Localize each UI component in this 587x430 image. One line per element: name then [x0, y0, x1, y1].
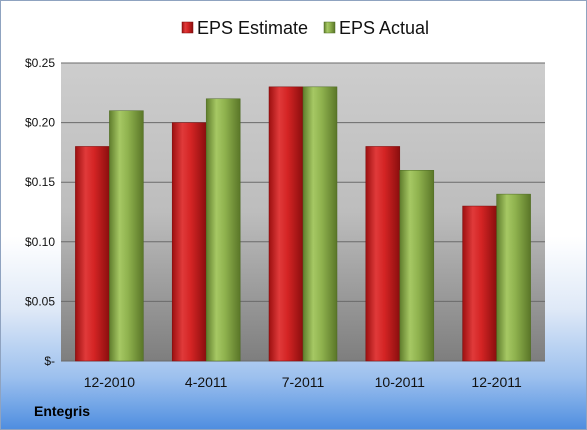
- legend-swatch-estimate: [181, 21, 194, 34]
- y-tick-label: $0.25: [25, 56, 55, 70]
- x-tick-label: 12-2011: [471, 374, 522, 390]
- y-tick-label: $0.05: [25, 294, 55, 308]
- legend: EPS Estimate EPS Actual: [181, 18, 429, 38]
- bar-estimate-7-2011: [268, 86, 304, 362]
- legend-swatch-actual: [323, 21, 336, 34]
- bar-estimate-12-2011: [462, 205, 497, 362]
- legend-label: EPS Actual: [339, 18, 429, 38]
- y-tick-label: $0.10: [25, 235, 55, 249]
- bar-estimate-12-2010: [75, 146, 110, 362]
- bar-estimate-10-2011: [365, 146, 401, 362]
- bar-actual-12-2011: [496, 193, 531, 362]
- y-axis-ticks: $- $0.05 $0.10 $0.15 $0.20 $0.25: [25, 56, 55, 368]
- legend-label: EPS Estimate: [197, 18, 308, 38]
- x-tick-label: 12-2010: [84, 374, 136, 390]
- y-tick-label: $-: [44, 354, 55, 368]
- bar-estimate-4-2011: [171, 122, 207, 362]
- y-tick-label: $0.20: [25, 116, 55, 130]
- bar-actual-7-2011: [302, 86, 338, 362]
- bars: [75, 86, 531, 362]
- x-tick-label: 7-2011: [282, 374, 325, 390]
- x-tick-label: 10-2011: [375, 374, 426, 390]
- company-name: Entegris: [34, 403, 91, 419]
- x-tick-label: 4-2011: [185, 374, 228, 390]
- x-axis-ticks: 12-2010 4-2011 7-2011 10-2011 12-2011: [84, 374, 522, 390]
- bar-actual-4-2011: [205, 98, 241, 362]
- bar-actual-10-2011: [399, 170, 435, 362]
- bar-actual-12-2010: [109, 110, 144, 362]
- y-tick-label: $0.15: [25, 175, 55, 189]
